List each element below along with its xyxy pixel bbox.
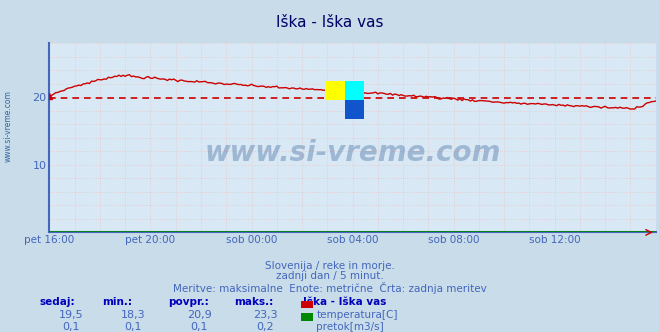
Bar <box>345 100 364 119</box>
Text: min.:: min.: <box>102 297 132 307</box>
Text: sedaj:: sedaj: <box>40 297 75 307</box>
Text: Meritve: maksimalne  Enote: metrične  Črta: zadnja meritev: Meritve: maksimalne Enote: metrične Črta… <box>173 282 486 294</box>
Text: 19,5: 19,5 <box>59 310 83 320</box>
Text: pretok[m3/s]: pretok[m3/s] <box>316 322 384 332</box>
Text: www.si-vreme.com: www.si-vreme.com <box>3 90 13 162</box>
Text: 0,1: 0,1 <box>125 322 142 332</box>
Bar <box>345 81 364 100</box>
Text: temperatura[C]: temperatura[C] <box>316 310 398 320</box>
Text: povpr.:: povpr.: <box>168 297 209 307</box>
Text: maks.:: maks.: <box>234 297 273 307</box>
Text: Iška - Iška vas: Iška - Iška vas <box>275 15 384 30</box>
Bar <box>326 81 345 100</box>
Text: Slovenija / reke in morje.: Slovenija / reke in morje. <box>264 261 395 271</box>
Text: Iška - Iška vas: Iška - Iška vas <box>303 297 387 307</box>
Text: 18,3: 18,3 <box>121 310 146 320</box>
Text: zadnji dan / 5 minut.: zadnji dan / 5 minut. <box>275 271 384 281</box>
Text: 20,9: 20,9 <box>187 310 212 320</box>
Text: 0,2: 0,2 <box>256 322 274 332</box>
Text: 23,3: 23,3 <box>253 310 277 320</box>
Text: www.si-vreme.com: www.si-vreme.com <box>204 139 501 167</box>
Text: 0,1: 0,1 <box>62 322 80 332</box>
Text: 0,1: 0,1 <box>190 322 208 332</box>
